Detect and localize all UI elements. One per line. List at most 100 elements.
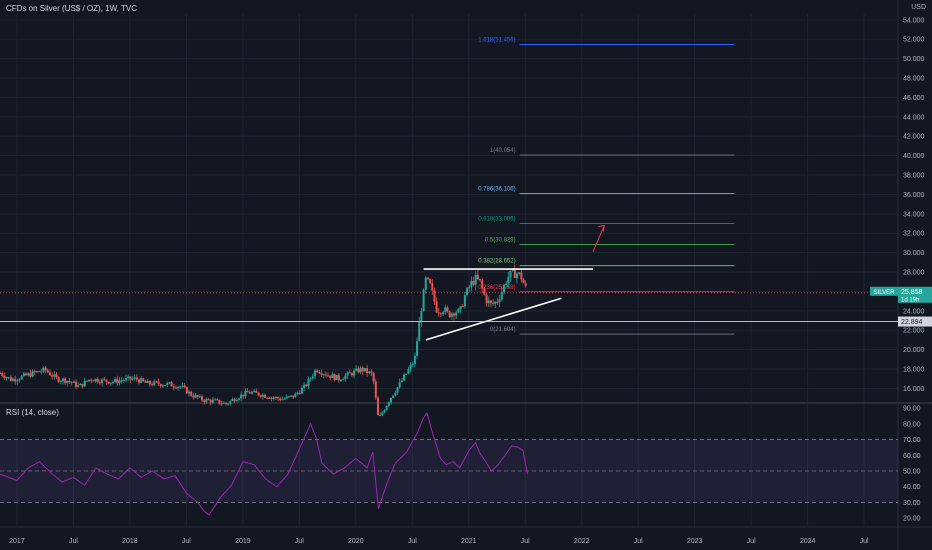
candle-body bbox=[283, 398, 286, 400]
time-axis[interactable]: 2017 Jul 2018 Jul 2019 Jul 2020 Jul 2021 Jul 2022 J… bbox=[9, 538, 869, 545]
candle-body bbox=[505, 283, 508, 286]
candle-body bbox=[426, 277, 429, 280]
candle-body bbox=[187, 391, 190, 394]
last-price-countdown: 1d 19h bbox=[901, 297, 919, 303]
time-tick-label: Jul bbox=[521, 538, 530, 545]
candle-body bbox=[105, 379, 108, 382]
candle-body bbox=[387, 402, 390, 406]
candle-body bbox=[266, 397, 269, 399]
fib-level-label: 1.618(51.456) bbox=[478, 37, 515, 43]
time-tick-label: Jul bbox=[69, 538, 78, 545]
candle-body bbox=[407, 369, 410, 374]
candle-body bbox=[242, 394, 245, 397]
candle-body bbox=[77, 385, 80, 387]
candle-body bbox=[466, 287, 469, 296]
candle-body bbox=[227, 403, 230, 405]
drawing-tools[interactable] bbox=[0, 224, 898, 341]
candle-body bbox=[442, 312, 445, 314]
candle-body bbox=[166, 382, 169, 386]
candle-body bbox=[246, 390, 249, 393]
candle-body bbox=[363, 368, 366, 372]
candle-body bbox=[320, 373, 323, 375]
candle-body bbox=[355, 368, 358, 371]
candle-body bbox=[483, 288, 486, 295]
candle-body bbox=[179, 386, 182, 388]
price-tick-label: 18.000 bbox=[903, 367, 925, 374]
candle-body bbox=[42, 367, 45, 372]
candle-body bbox=[255, 390, 258, 393]
candle-body bbox=[25, 373, 28, 376]
candle-body bbox=[379, 415, 382, 417]
candle-body bbox=[324, 374, 327, 376]
candle-body bbox=[327, 375, 330, 377]
candle-body bbox=[487, 300, 490, 304]
candle-body bbox=[79, 383, 82, 386]
candle-body bbox=[333, 374, 336, 381]
time-tick-label: Jul bbox=[747, 538, 756, 545]
candle-body bbox=[455, 312, 458, 316]
rsi-tick-label: 30.00 bbox=[903, 500, 921, 507]
fib-level-label: 0.236(25.958) bbox=[478, 285, 515, 291]
candle-body bbox=[5, 377, 8, 379]
rsi-band-background bbox=[0, 439, 898, 503]
candle-body bbox=[133, 377, 136, 379]
price-tick-label: 44.000 bbox=[903, 114, 925, 121]
price-tick-label: 40.000 bbox=[903, 153, 925, 160]
candle-body bbox=[383, 410, 386, 413]
price-tick-label: 48.000 bbox=[903, 76, 925, 83]
price-tick-label: 20.000 bbox=[903, 347, 925, 354]
rsi-title: RSI (14, close) bbox=[6, 408, 59, 417]
candle-body bbox=[237, 398, 240, 400]
candle-body bbox=[7, 377, 10, 379]
candle-body bbox=[413, 355, 416, 365]
candle-body bbox=[298, 392, 301, 394]
candle-body bbox=[198, 396, 201, 398]
candle-body bbox=[498, 299, 501, 303]
candle-body bbox=[98, 382, 101, 384]
candle-body bbox=[416, 341, 419, 356]
candle-body bbox=[148, 380, 151, 385]
candle-body bbox=[476, 274, 479, 280]
candle-body bbox=[146, 380, 149, 383]
candle-body bbox=[214, 399, 217, 401]
candle-body bbox=[418, 321, 421, 342]
candle-body bbox=[66, 380, 69, 384]
candle-body bbox=[511, 269, 514, 271]
candle-body bbox=[153, 381, 156, 386]
candle-body bbox=[446, 307, 449, 312]
candle-body bbox=[196, 395, 199, 398]
candle-body bbox=[472, 280, 475, 285]
candle-body bbox=[359, 367, 362, 373]
candle-body bbox=[83, 380, 86, 387]
candle-body bbox=[366, 368, 369, 374]
price-tick-label: 34.000 bbox=[903, 211, 925, 218]
candle-body bbox=[303, 384, 306, 388]
candle-body bbox=[372, 372, 375, 382]
candle-body bbox=[463, 295, 466, 307]
candle-body bbox=[307, 378, 310, 386]
candle-body bbox=[496, 301, 499, 303]
rsi-tick-label: 80.00 bbox=[903, 421, 921, 428]
price-tick-label: 22.000 bbox=[903, 328, 925, 335]
candle-body bbox=[64, 378, 67, 384]
candle-body bbox=[207, 399, 210, 401]
candle-body bbox=[233, 399, 236, 402]
price-axis[interactable]: 16.00018.00020.00022.00024.00026.00028.0… bbox=[870, 17, 932, 523]
fib-level-label: 0.382(28.652) bbox=[478, 259, 515, 265]
candle-body bbox=[161, 385, 164, 387]
candle-body bbox=[168, 382, 171, 384]
candle-body bbox=[403, 374, 406, 381]
candle-body bbox=[398, 382, 401, 388]
candle-body bbox=[205, 399, 208, 403]
candle-body bbox=[229, 400, 232, 404]
candle-body bbox=[75, 381, 78, 387]
rsi-series bbox=[0, 411, 528, 516]
candle-body bbox=[9, 377, 12, 381]
candle-body bbox=[481, 280, 484, 289]
candle-body bbox=[116, 378, 119, 384]
candle-body bbox=[285, 396, 288, 399]
candle-body bbox=[203, 400, 206, 403]
price-tick-label: 28.000 bbox=[903, 270, 925, 277]
candle-body bbox=[274, 397, 277, 399]
